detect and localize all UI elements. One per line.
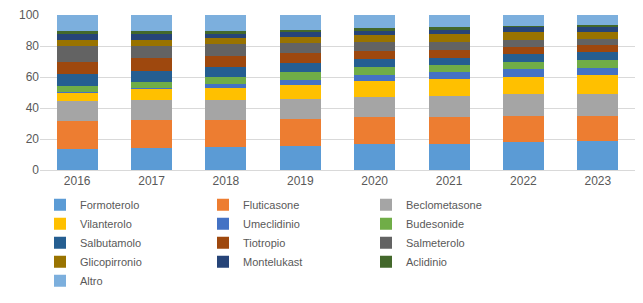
- svg-text:80: 80: [26, 39, 40, 53]
- svg-text:2023: 2023: [584, 174, 611, 188]
- svg-text:Beclometasone: Beclometasone: [406, 199, 482, 211]
- svg-text:Umeclidinio: Umeclidinio: [243, 218, 300, 230]
- svg-text:2022: 2022: [510, 174, 537, 188]
- svg-text:60: 60: [26, 70, 40, 84]
- svg-text:0: 0: [32, 163, 39, 177]
- svg-text:2020: 2020: [361, 174, 388, 188]
- svg-text:Salbutamolo: Salbutamolo: [80, 237, 141, 249]
- svg-text:Budesonide: Budesonide: [406, 218, 464, 230]
- svg-text:Tiotropio: Tiotropio: [243, 237, 285, 249]
- svg-text:Montelukast: Montelukast: [243, 256, 302, 268]
- svg-text:Fluticasone: Fluticasone: [243, 199, 299, 211]
- svg-text:2021: 2021: [436, 174, 463, 188]
- svg-text:100: 100: [19, 8, 39, 22]
- svg-text:Vilanterolo: Vilanterolo: [80, 218, 132, 230]
- svg-text:Salmeterolo: Salmeterolo: [406, 237, 465, 249]
- svg-text:Altro: Altro: [80, 275, 103, 287]
- svg-text:2016: 2016: [64, 174, 91, 188]
- svg-text:40: 40: [26, 101, 40, 115]
- svg-text:20: 20: [26, 132, 40, 146]
- svg-text:Formoterolo: Formoterolo: [80, 199, 139, 211]
- svg-text:Glicopirronio: Glicopirronio: [80, 256, 142, 268]
- svg-text:2018: 2018: [213, 174, 240, 188]
- svg-text:2019: 2019: [287, 174, 314, 188]
- svg-text:Aclidinio: Aclidinio: [406, 256, 447, 268]
- svg-text:2017: 2017: [138, 174, 165, 188]
